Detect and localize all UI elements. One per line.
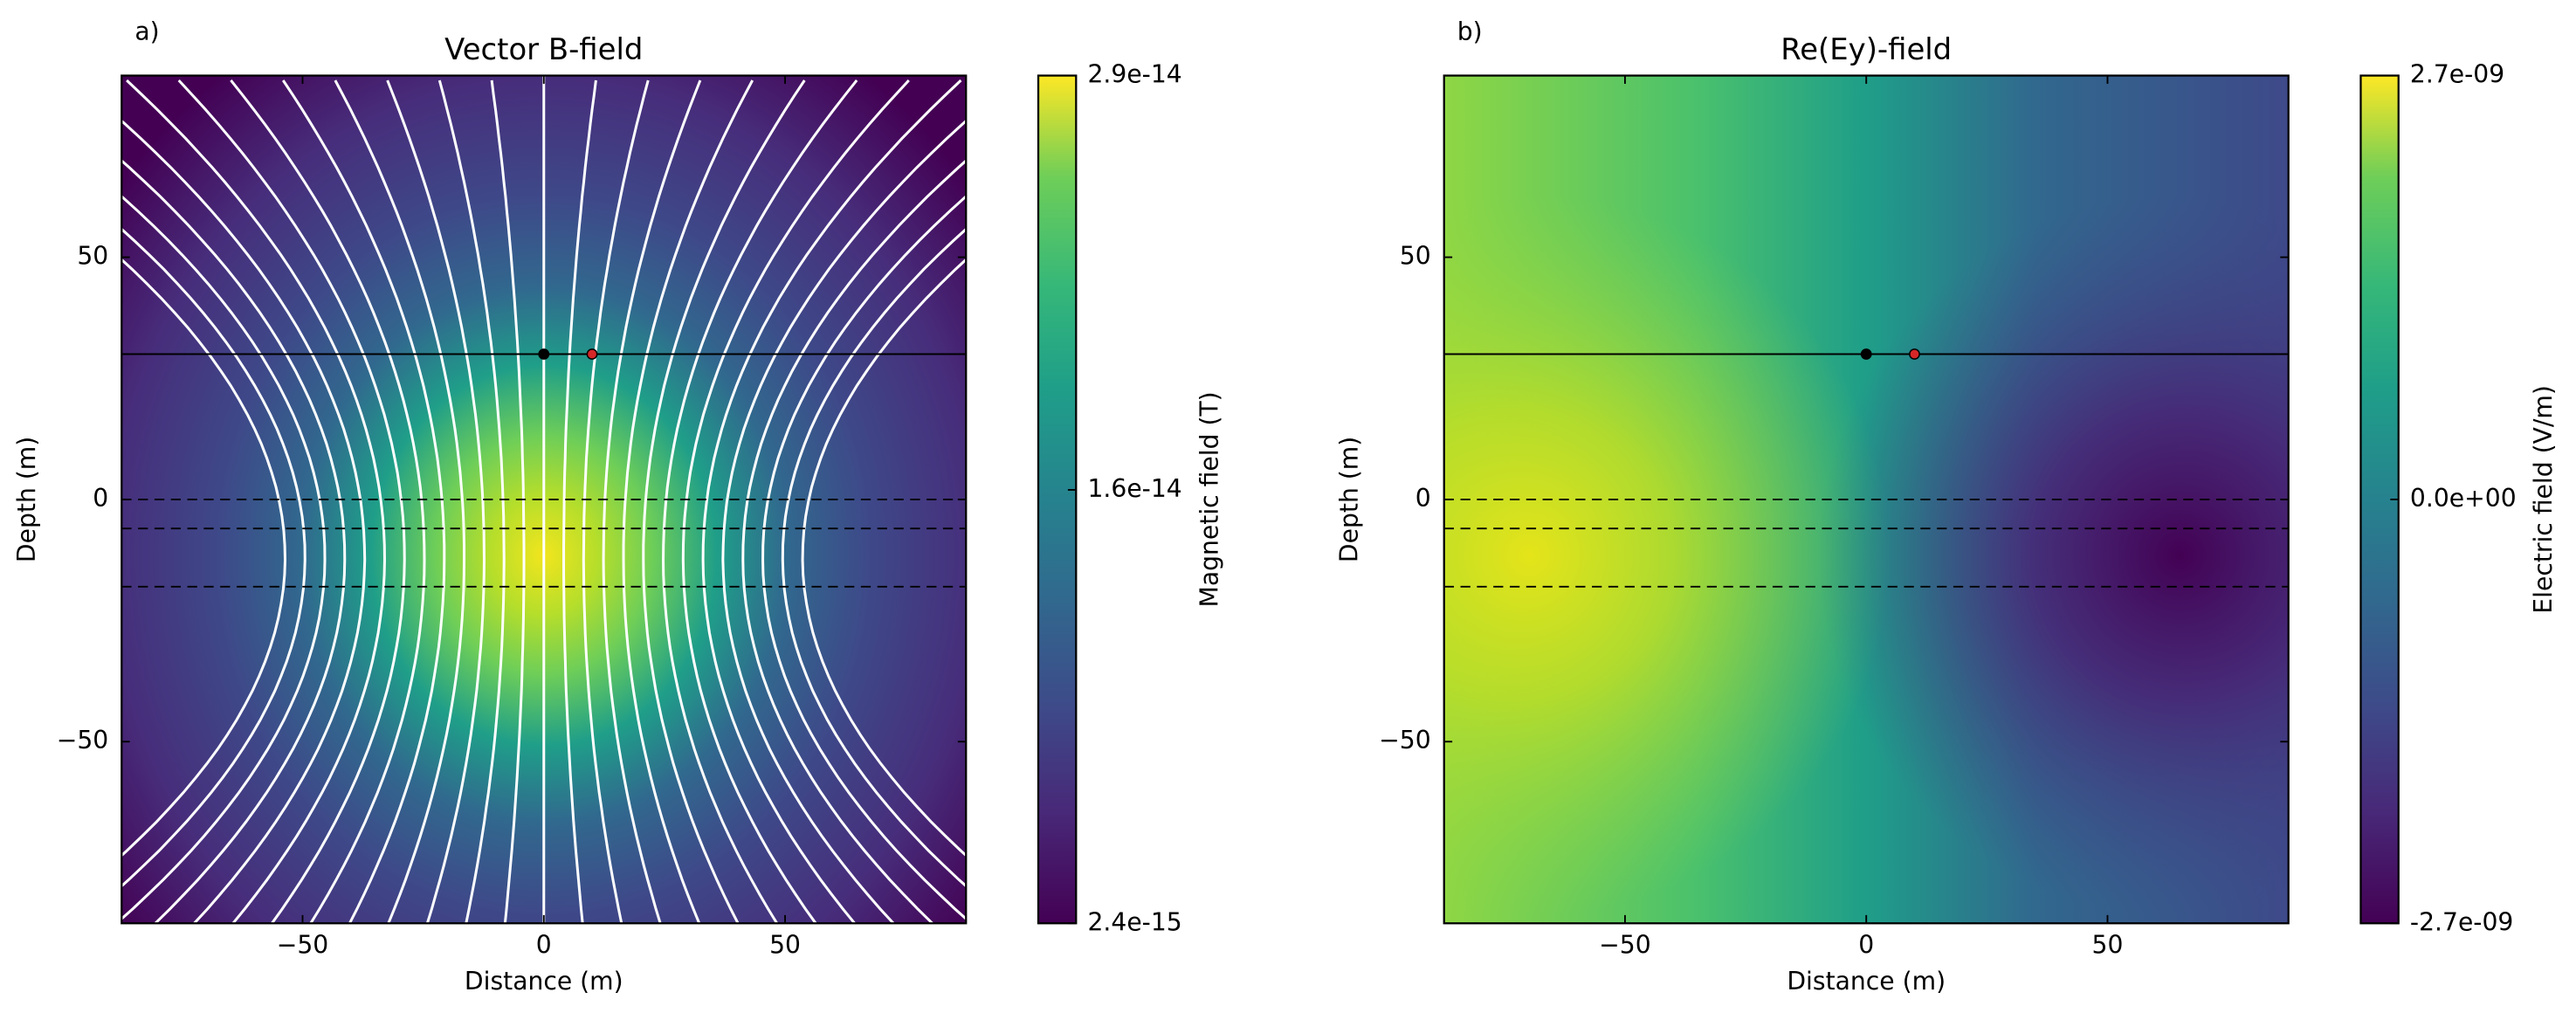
panel-label: b) <box>1457 17 1483 46</box>
streamline <box>602 79 702 924</box>
y-tick-label: −50 <box>57 726 109 755</box>
streamline <box>121 159 347 924</box>
colorbar-tick-label: 2.9e-14 <box>1087 60 1181 89</box>
streamline <box>801 258 967 858</box>
streamline <box>121 119 367 924</box>
point <box>1909 348 1920 360</box>
streamline <box>582 79 650 924</box>
point <box>586 348 598 360</box>
y-tick-label: 0 <box>93 484 108 513</box>
x-tick-label: −50 <box>1599 931 1651 960</box>
x-tick-label: 50 <box>2092 931 2124 960</box>
streamline <box>121 194 327 921</box>
streamline <box>386 79 486 924</box>
streamline <box>741 159 967 924</box>
panel-label: a) <box>134 17 159 46</box>
streamline <box>721 119 967 924</box>
streamline <box>121 258 286 858</box>
streamline <box>121 227 307 888</box>
point <box>538 348 550 360</box>
colorbar-label: Magnetic field (T) <box>1195 391 1224 607</box>
streamline <box>281 79 446 924</box>
colorbar-label: Electric field (V/m) <box>2529 385 2558 614</box>
colorbar-tick-label: -2.7e-09 <box>2410 907 2513 936</box>
x-tick-label: 0 <box>536 931 552 960</box>
colorbar <box>1037 74 1078 925</box>
streamline <box>562 79 597 924</box>
streamline <box>701 79 962 924</box>
streamline <box>662 79 858 924</box>
streamline <box>781 227 967 888</box>
x-tick-label: −50 <box>277 931 329 960</box>
plot <box>121 75 967 924</box>
y-tick-label: 0 <box>1415 484 1431 513</box>
streamline <box>230 79 426 924</box>
streamline <box>437 79 506 924</box>
x-tick-label: 50 <box>769 931 801 960</box>
colorbar-tick-label: 1.6e-14 <box>1087 474 1181 503</box>
streamline <box>334 79 466 924</box>
streamline <box>490 79 526 924</box>
colorbar-tick-label: 2.7e-09 <box>2410 60 2504 89</box>
y-axis-label: Depth (m) <box>1334 437 1363 562</box>
colorbar-tick-label: 0.0e+00 <box>2410 484 2517 513</box>
colorbar-tick-label: 2.4e-15 <box>1087 907 1181 936</box>
streamline <box>177 79 406 924</box>
streamline <box>642 79 806 924</box>
field-b <box>1443 75 2289 924</box>
y-tick-label: 50 <box>77 242 108 271</box>
y-tick-label: 50 <box>1400 242 1431 271</box>
y-axis-label: Depth (m) <box>12 437 41 562</box>
streamline <box>761 194 967 921</box>
streamline <box>681 79 910 924</box>
point <box>1860 348 1872 360</box>
x-tick-label: 0 <box>1858 931 1874 960</box>
chart-title: Re(Ey)-field <box>1780 32 1952 66</box>
plot <box>1443 348 2289 588</box>
x-axis-label: Distance (m) <box>465 967 623 996</box>
x-axis-label: Distance (m) <box>1787 967 1946 996</box>
streamline <box>126 79 386 924</box>
streamline <box>622 79 754 924</box>
chart-title: Vector B-field <box>444 32 643 66</box>
y-tick-label: −50 <box>1379 726 1431 755</box>
